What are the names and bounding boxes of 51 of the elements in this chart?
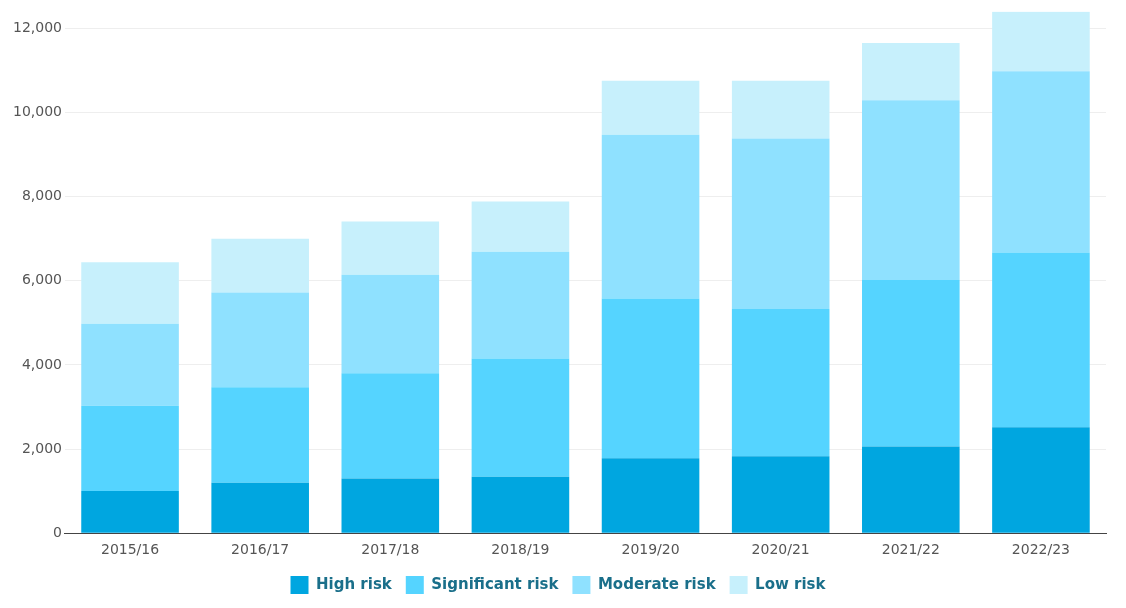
bar [992,11,1090,72]
bar [862,42,960,101]
bar [81,405,179,492]
legend-label: Moderate risk [597,574,717,593]
bar [992,252,1090,428]
y-tick-label: 12,000 [12,18,62,35]
bar [471,358,570,477]
bar [211,387,309,483]
bar [601,298,700,459]
legend-label: High risk [316,574,393,593]
y-tick-label: 4,000 [21,355,62,372]
bar [862,100,960,280]
x-tick-label: 2015/16 [100,541,160,558]
bar [601,458,700,533]
bar [992,71,1090,253]
bar [862,446,960,533]
bar [731,80,830,139]
bar [211,238,309,293]
bar [601,80,700,135]
bar [341,274,440,374]
bar [601,134,700,299]
y-tick-label: 2,000 [21,439,62,456]
x-tick-label: 2022/23 [1011,541,1071,558]
bar [471,201,570,252]
bar [471,476,570,533]
bar [81,262,179,324]
bar [471,251,570,359]
bar [731,308,830,457]
bar [211,482,309,533]
legend-label: Low risk [755,574,827,593]
y-tick-label: 10,000 [12,103,62,120]
y-tick-label: 0 [53,523,62,540]
bar [81,323,179,406]
bar [731,138,830,309]
bar [862,279,960,447]
bar [81,491,179,533]
x-tick-label: 2018/19 [491,541,550,558]
bar [211,292,309,388]
x-tick-label: 2017/18 [361,541,420,558]
x-tick-label: 2019/20 [621,541,680,558]
bar [731,456,830,533]
bar [341,373,440,479]
y-tick-label: 6,000 [21,271,62,288]
y-tick-label: 8,000 [21,187,62,204]
x-tick-label: 2016/17 [231,541,290,558]
x-tick-label: 2020/21 [751,541,810,558]
legend-label: Significant risk [431,574,560,593]
bar [341,221,440,275]
bar [341,478,440,533]
x-tick-label: 2021/22 [881,541,940,558]
bar [992,427,1090,533]
